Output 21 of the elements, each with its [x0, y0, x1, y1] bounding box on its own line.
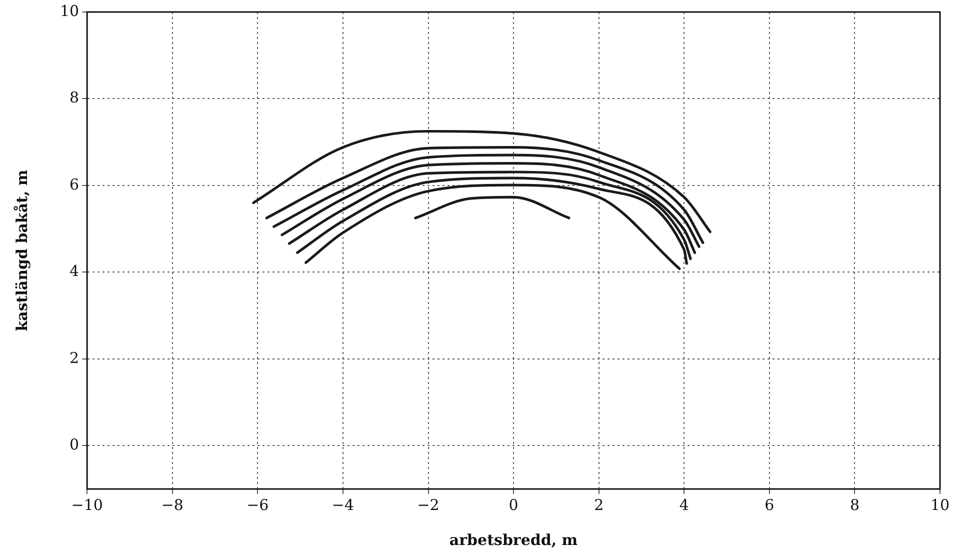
x-tick-label: 4 — [679, 496, 689, 514]
y-tick-label: 4 — [70, 262, 80, 280]
y-tick-label: 10 — [60, 2, 80, 20]
x-tick-label: −4 — [332, 496, 354, 514]
x-tick-label: 6 — [764, 496, 774, 514]
line-series — [252, 130, 712, 234]
line-series — [304, 184, 681, 270]
x-tick-label: 0 — [508, 496, 518, 514]
x-tick-label: −6 — [246, 496, 269, 514]
y-axis-title: kastlängd bakåt, m — [12, 170, 31, 332]
y-tick-label: 6 — [70, 175, 80, 194]
x-tick-label: −10 — [71, 496, 103, 514]
x-tick-label: 10 — [930, 496, 950, 514]
x-tick-label: 2 — [594, 496, 604, 514]
y-tick-label: 8 — [70, 88, 80, 107]
y-tick-label: 0 — [70, 436, 80, 454]
x-tick-label: −8 — [161, 496, 184, 514]
x-tick-label: −2 — [417, 496, 440, 514]
x-tick-label: 8 — [850, 496, 860, 514]
x-axis-title: arbetsbredd, m — [449, 530, 578, 549]
y-tick-label: 2 — [70, 348, 80, 367]
